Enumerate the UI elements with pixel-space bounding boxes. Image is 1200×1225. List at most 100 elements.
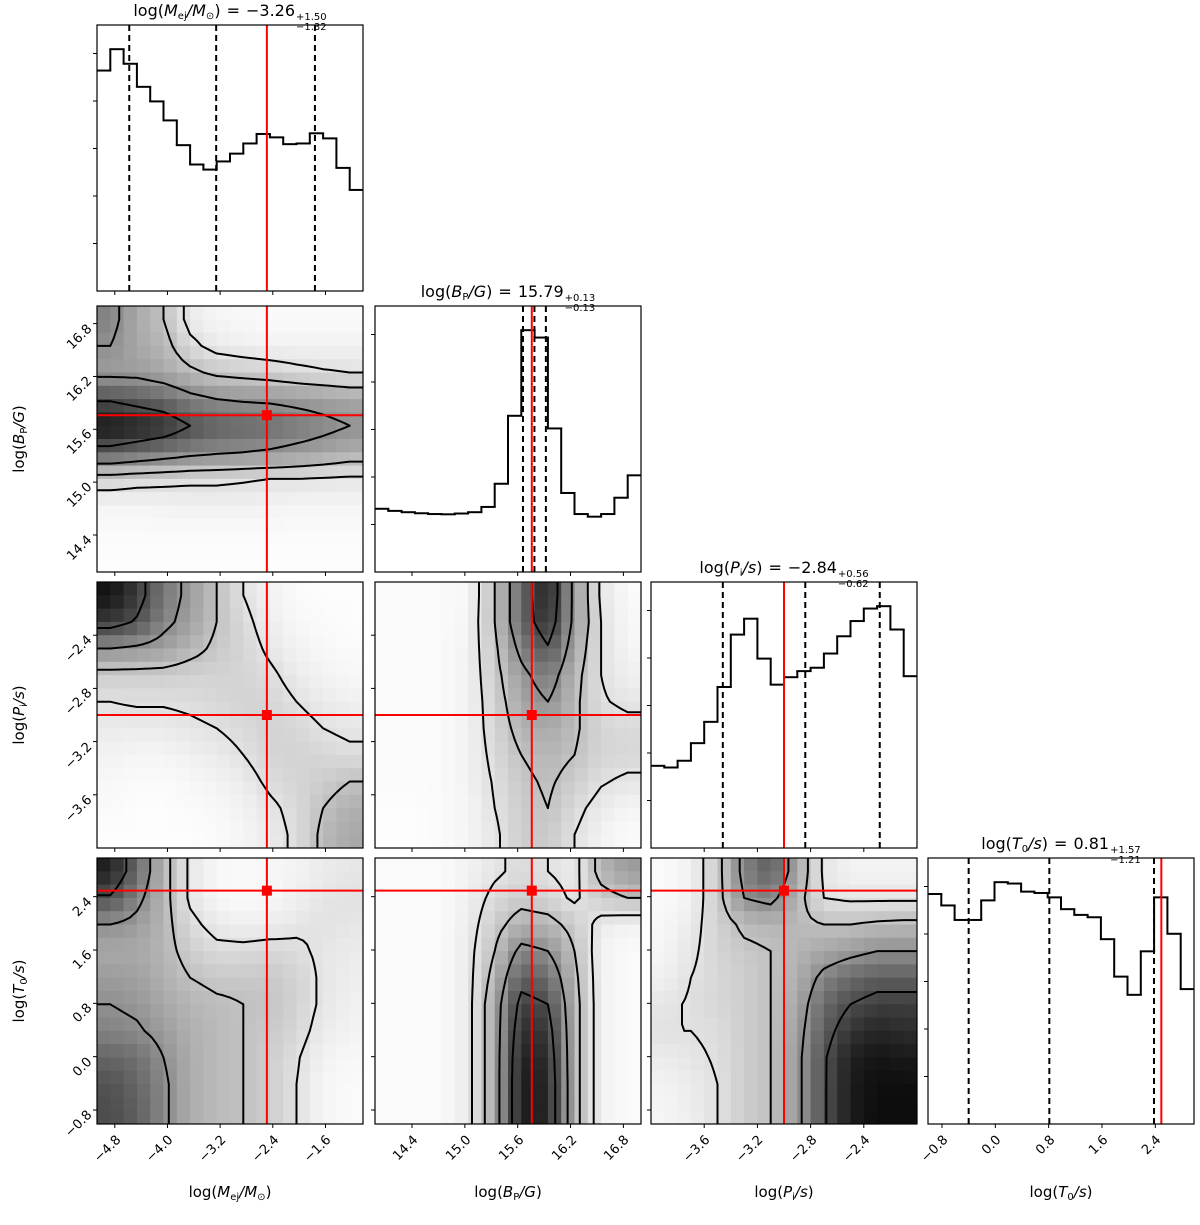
density-cell — [481, 821, 496, 836]
density-cell — [309, 897, 324, 912]
density-cell — [296, 768, 311, 783]
density-cell — [163, 505, 178, 520]
density-cell — [508, 688, 522, 703]
density-cell — [283, 465, 298, 480]
density-cell — [176, 1017, 191, 1032]
density-cell — [561, 897, 576, 912]
density-cell — [468, 808, 482, 822]
density-cell — [150, 359, 165, 374]
density-cell — [97, 701, 111, 716]
density-cell — [123, 492, 138, 507]
density-cell — [243, 1110, 258, 1124]
density-cell — [349, 595, 363, 610]
density-cell — [784, 897, 798, 912]
density-cell — [664, 1004, 679, 1019]
density-cell — [627, 701, 641, 716]
density-cell — [296, 505, 311, 520]
density-cell — [810, 1070, 825, 1085]
density-cell — [401, 924, 416, 939]
density-cell — [123, 1030, 138, 1045]
density-cell — [508, 701, 522, 716]
density-cell — [243, 306, 258, 320]
density-cell — [494, 754, 509, 769]
density-cell — [614, 821, 629, 836]
density-cell — [163, 834, 178, 848]
density-cell — [770, 964, 785, 979]
density-cell — [601, 1097, 615, 1112]
density-cell — [903, 991, 917, 1005]
density-cell — [587, 675, 602, 689]
density-cell — [414, 715, 429, 729]
density-cell — [203, 399, 218, 413]
density-cell — [203, 306, 218, 320]
density-cell — [375, 1044, 389, 1059]
density-cell — [428, 608, 443, 623]
density-cell — [428, 858, 443, 872]
density-cell — [190, 1097, 204, 1112]
density-cell — [203, 951, 218, 965]
density-cell — [323, 595, 337, 610]
density-cell — [454, 858, 469, 872]
density-cell — [243, 319, 258, 334]
density-cell — [587, 582, 602, 596]
density-cell — [428, 1017, 443, 1032]
density-cell — [97, 635, 111, 650]
density-cell — [481, 991, 496, 1005]
density-cell — [614, 741, 629, 756]
density-cell — [123, 924, 138, 939]
density-cell — [110, 768, 125, 783]
density-cell — [150, 1084, 165, 1098]
density-cell — [521, 1044, 536, 1059]
density-cell — [627, 675, 641, 689]
density-cell — [494, 834, 509, 848]
density-cell — [677, 1110, 692, 1124]
histogram-title-0: log(Mej/M⊙) = −3.26 +1.50 −1.32 — [133, 1, 326, 33]
density-cell — [97, 518, 111, 533]
density-cell — [243, 977, 258, 992]
label-prefix: log( — [754, 1183, 784, 1201]
density-cell — [587, 834, 602, 848]
density-cell — [243, 558, 258, 572]
density-cell — [863, 897, 878, 912]
density-cell — [441, 728, 456, 743]
density-cell — [216, 518, 231, 533]
density-cell — [521, 808, 536, 822]
density-cell — [677, 1044, 692, 1059]
contour-line — [97, 306, 363, 492]
density-cell — [521, 621, 536, 636]
density-cell — [903, 951, 917, 965]
density-cell — [243, 439, 258, 453]
label-subscript: P — [19, 427, 30, 434]
label-prefix: log( — [188, 1183, 218, 1201]
density-cell — [176, 399, 191, 413]
density-cell — [627, 1070, 641, 1085]
contour-line — [97, 582, 363, 848]
density-cell — [163, 439, 178, 453]
density-cell — [243, 1097, 258, 1112]
density-cell — [428, 911, 443, 926]
density-cell — [123, 465, 138, 480]
density-cell — [757, 937, 772, 952]
density-cell — [336, 505, 351, 520]
density-cell — [388, 741, 403, 756]
density-cell — [717, 871, 732, 886]
density-cell — [730, 897, 745, 912]
density-cell — [574, 582, 589, 596]
density-cell — [216, 1097, 231, 1112]
density-cell — [401, 964, 416, 979]
density-cell — [163, 977, 178, 992]
density-cell — [388, 1097, 403, 1112]
density-cell — [176, 728, 191, 743]
density-cell — [534, 701, 549, 716]
density-cell — [717, 1017, 732, 1032]
density-cell — [574, 1044, 589, 1059]
density-cell — [176, 858, 191, 872]
label-unit: /G — [468, 282, 487, 301]
density-cell — [123, 808, 138, 822]
density-cell — [388, 808, 403, 822]
density-cell — [216, 924, 231, 939]
density-cell — [730, 964, 745, 979]
density-cell — [388, 1004, 403, 1019]
density-cell — [534, 1030, 549, 1045]
density-cell — [296, 545, 311, 560]
